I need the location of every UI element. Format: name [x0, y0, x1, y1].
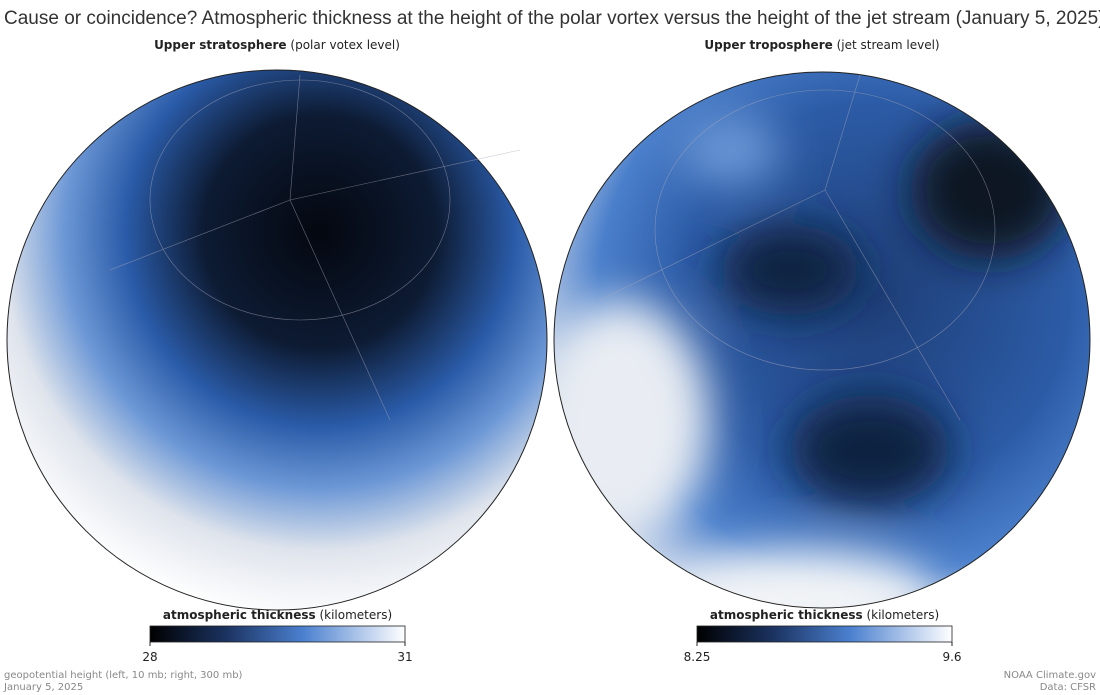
heading-note: (polar votex level) — [290, 38, 400, 52]
colorbar — [149, 625, 406, 643]
panel-heading: Upper stratosphere (polar votex level) — [154, 38, 400, 52]
colorbar-tick-label: 28 — [142, 650, 157, 664]
legend-title: atmospheric thickness (kilometers) — [710, 608, 939, 622]
footer-left: geopotential height (left, 10 mb; right,… — [4, 670, 243, 681]
legend-title-bold: atmospheric thickness — [710, 608, 863, 622]
colorbar-tick-label: 9.6 — [942, 650, 961, 664]
panel-heading: Upper troposphere (jet stream level) — [704, 38, 939, 52]
legend-title: atmospheric thickness (kilometers) — [163, 608, 392, 622]
legend-unit: (kilometers) — [866, 608, 939, 622]
heading-note: (jet stream level) — [837, 38, 940, 52]
left-globe — [6, 69, 548, 611]
colorbar-tick-label: 31 — [397, 650, 412, 664]
heading-bold: Upper stratosphere — [154, 38, 287, 52]
footer-right: Data: CFSR — [1040, 682, 1096, 693]
heading-bold: Upper troposphere — [704, 38, 832, 52]
colorbar-tick-label: 8.25 — [684, 650, 711, 664]
title: Cause or coincidence? Atmospheric thickn… — [4, 8, 1100, 29]
right-globe — [553, 71, 1091, 609]
colorbar — [696, 625, 953, 643]
footer-right: NOAA Climate.gov — [1004, 670, 1096, 681]
legend-title-bold: atmospheric thickness — [163, 608, 316, 622]
footer-left: January 5, 2025 — [3, 682, 83, 693]
legend-unit: (kilometers) — [319, 608, 392, 622]
